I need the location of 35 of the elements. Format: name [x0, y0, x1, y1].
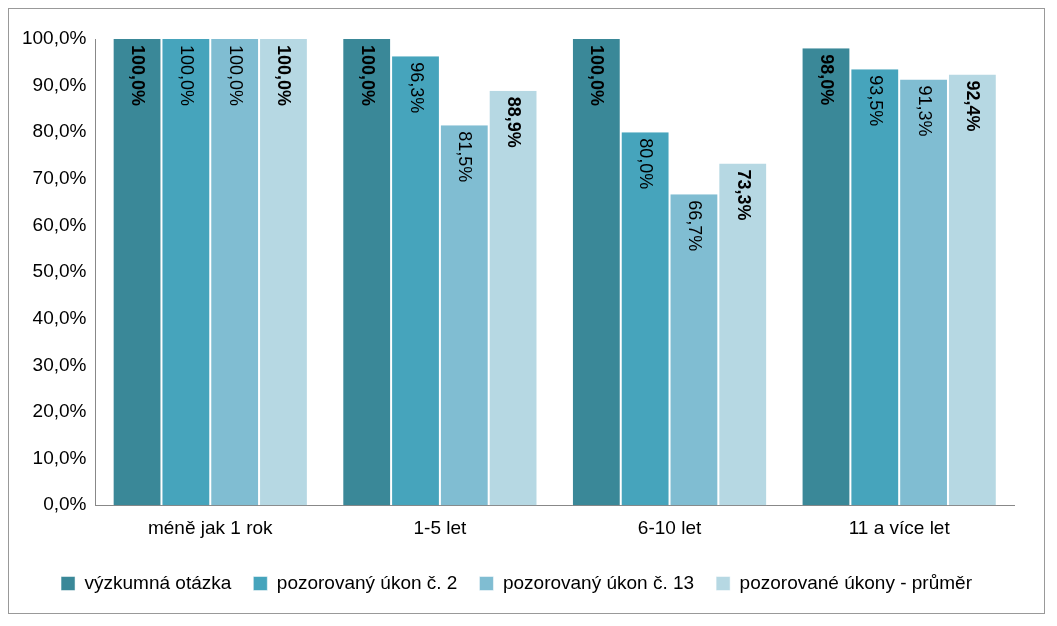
data-label: 96,3% [406, 62, 427, 114]
y-tick-label: 30,0% [32, 353, 87, 375]
data-label: 88,9% [504, 96, 525, 148]
data-label: 100,0% [587, 45, 608, 107]
y-tick-label: 80,0% [32, 120, 87, 142]
legend-label: pozorovaný úkon č. 13 [502, 571, 695, 593]
x-tick-label: 1-5 let [413, 516, 468, 538]
y-tick-label: 60,0% [32, 213, 87, 235]
data-label: 100,0% [274, 45, 295, 107]
data-label: 91,3% [914, 85, 935, 137]
data-label: 100,0% [176, 45, 197, 107]
data-label: 100,0% [128, 45, 149, 107]
y-tick-label: 0,0% [43, 493, 87, 515]
data-label: 80,0% [636, 138, 657, 190]
data-label: 93,5% [865, 75, 886, 127]
y-tick-label: 10,0% [32, 446, 87, 468]
y-tick-label: 50,0% [32, 260, 87, 282]
data-label: 66,7% [684, 200, 705, 252]
y-tick-label: 100,0% [21, 27, 87, 49]
y-tick-label: 40,0% [32, 306, 87, 328]
y-tick-label: 70,0% [32, 167, 87, 189]
data-label: 73,3% [733, 169, 754, 221]
x-tick-label: 6-10 let [637, 516, 702, 538]
data-label: 92,4% [963, 80, 984, 132]
data-label: 98,0% [817, 54, 838, 106]
legend-label: pozorovaný úkon č. 2 [276, 571, 458, 593]
x-tick-label: 11 a více let [848, 516, 951, 538]
y-tick-label: 20,0% [32, 400, 87, 422]
data-label: 100,0% [357, 45, 378, 107]
data-label: 100,0% [225, 45, 246, 107]
data-label: 81,5% [455, 131, 476, 183]
x-tick-label: méně jak 1 rok [147, 516, 274, 538]
y-tick-label: 90,0% [32, 73, 87, 95]
legend-label: výzkumná otázka [84, 571, 232, 593]
legend-label: pozorované úkony - průměr [739, 571, 973, 593]
